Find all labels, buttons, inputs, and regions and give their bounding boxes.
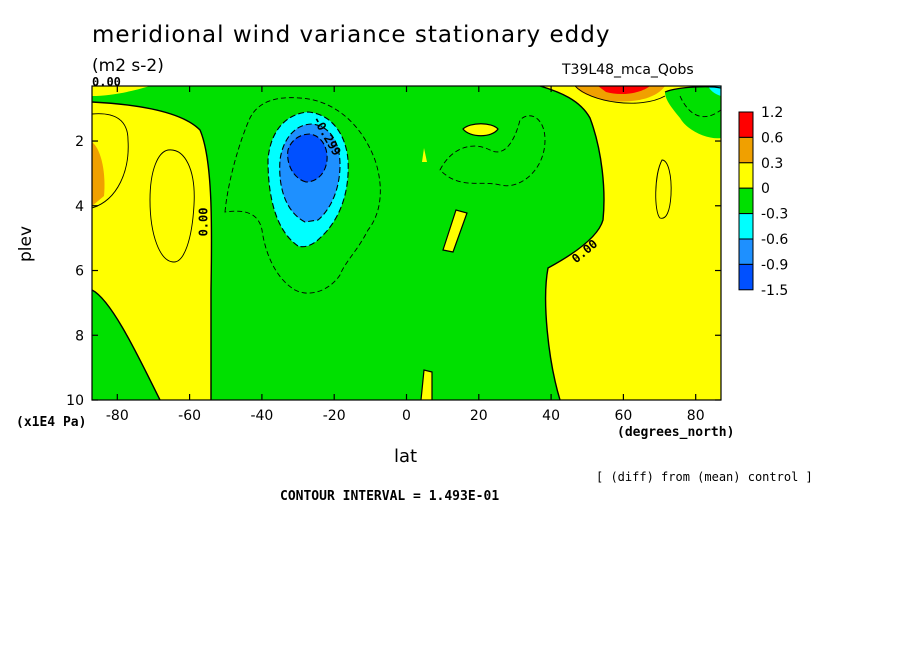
contour-label: 0.00 bbox=[92, 75, 121, 89]
field-yellow-top-left bbox=[92, 86, 150, 96]
colorbar-label: 0.6 bbox=[761, 130, 783, 146]
colorbar-label: -0.3 bbox=[761, 207, 788, 223]
field-cyan-north-corner bbox=[708, 86, 721, 96]
colorbar-swatch bbox=[738, 111, 754, 138]
x-tick-label: 60 bbox=[614, 408, 632, 424]
field-yellow-blob-2 bbox=[443, 210, 467, 252]
y-tick-label: 4 bbox=[75, 199, 84, 215]
contour-neg-east bbox=[439, 115, 546, 187]
colorbar-swatch bbox=[738, 162, 754, 189]
contour-neg-outer bbox=[224, 97, 381, 294]
x-axis-label: lat bbox=[394, 446, 418, 467]
field-yellow-north bbox=[540, 86, 721, 400]
contour-neg-inner bbox=[287, 133, 328, 183]
x-tick-label: -40 bbox=[250, 408, 273, 424]
colorbar-label: -0.6 bbox=[761, 232, 788, 248]
colorbar-label: 0 bbox=[761, 181, 770, 197]
contour-lines bbox=[92, 86, 721, 400]
y-tick-label: 6 bbox=[75, 264, 84, 280]
y-axis-unit: (x1E4 Pa) bbox=[16, 415, 87, 430]
colorbar-label: -0.9 bbox=[761, 257, 788, 273]
x-tick-label: 0 bbox=[402, 408, 411, 424]
contour-interval: CONTOUR INTERVAL = 1.493E-01 bbox=[280, 489, 500, 504]
field-green-north-pole bbox=[665, 86, 721, 139]
field-red-north-top bbox=[598, 86, 650, 94]
contour-neg-mid-2 bbox=[279, 123, 341, 223]
run-label: T39L48_mca_Qobs bbox=[562, 62, 694, 78]
contour-zero-blob-2 bbox=[442, 209, 468, 253]
contour-neg-north-top bbox=[679, 95, 721, 118]
x-tick-label: 20 bbox=[470, 408, 488, 424]
colorbar-swatch bbox=[738, 136, 754, 164]
colorbar-label: 1.2 bbox=[761, 105, 783, 121]
x-axis-unit: (degrees_north) bbox=[617, 425, 735, 440]
diff-note: [ (diff) from (mean) control ] bbox=[596, 470, 813, 484]
contour-pos-south bbox=[92, 113, 129, 209]
field-yellow-blob-4 bbox=[422, 148, 427, 162]
chart-title: meridional wind variance stationary eddy bbox=[92, 22, 611, 48]
chart-units: (m2 s-2) bbox=[92, 56, 164, 76]
x-tick-label: -60 bbox=[178, 408, 201, 424]
contour-pos-south-loop bbox=[149, 149, 195, 263]
contour-zero-north bbox=[539, 86, 605, 400]
y-tick-label: 8 bbox=[75, 328, 84, 344]
contour-zero-blob-3 bbox=[420, 369, 433, 400]
field-blue-south-core bbox=[287, 134, 328, 182]
y-tick-label: 2 bbox=[75, 134, 84, 150]
colorbar-label: -1.5 bbox=[761, 283, 788, 299]
contour-label: 0.00 bbox=[197, 208, 211, 237]
field-yellow-blob-1 bbox=[463, 123, 498, 136]
contour-pos-north-loop bbox=[655, 159, 672, 219]
x-tick-label: 80 bbox=[687, 408, 705, 424]
colorbar-swatch bbox=[738, 238, 754, 265]
x-tick-label: 40 bbox=[542, 408, 560, 424]
colorbar-label: 0.3 bbox=[761, 156, 783, 172]
contour-neg-mid-1 bbox=[267, 111, 349, 248]
colorbar-swatch bbox=[738, 263, 754, 291]
x-tick-label: -80 bbox=[106, 408, 129, 424]
field-orange-south-edge bbox=[92, 142, 105, 206]
x-tick-label: -20 bbox=[323, 408, 346, 424]
colorbar-swatch bbox=[738, 187, 754, 215]
y-tick-label: 10 bbox=[66, 393, 84, 409]
colorbar-swatch bbox=[738, 213, 754, 240]
axis-ticks: -80 -60 -40 -20 0 20 40 60 80 2 4 6 8 10 bbox=[66, 86, 721, 424]
contour-zero-south bbox=[92, 101, 213, 400]
y-axis-label: plev bbox=[16, 225, 36, 262]
contour-fields bbox=[92, 86, 721, 400]
colorbar: 1.2 0.6 0.3 0 -0.3 -0.6 -0.9 -1.5 bbox=[738, 105, 788, 299]
contour-pos-north-top bbox=[574, 86, 666, 104]
contour-zero-blob-1 bbox=[462, 123, 499, 137]
contour-zero-south-low bbox=[92, 289, 161, 400]
